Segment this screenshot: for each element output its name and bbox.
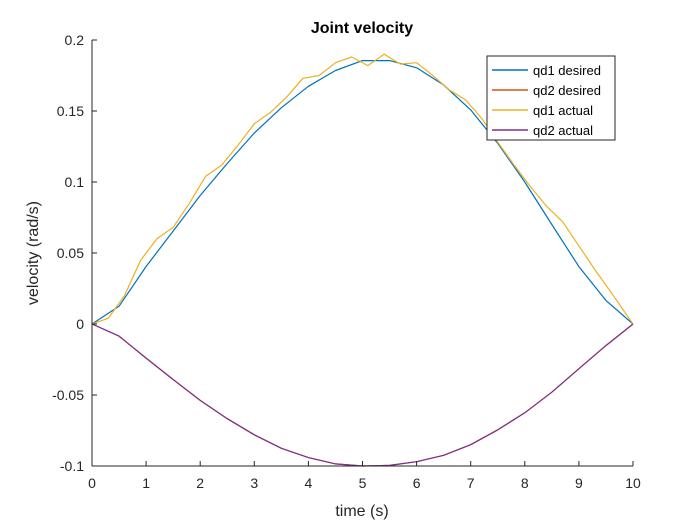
x-tick-label: 5 bbox=[359, 475, 367, 491]
y-tick-label: -0.1 bbox=[60, 458, 84, 474]
x-tick-label: 1 bbox=[142, 475, 150, 491]
legend-label: qd1 actual bbox=[533, 103, 593, 118]
x-tick-label: 3 bbox=[250, 475, 258, 491]
legend-items: qd1 desired qd2 desired qd1 actual qd2 actu… bbox=[492, 63, 601, 138]
x-tick-label: 7 bbox=[467, 475, 475, 491]
x-tick-label: 6 bbox=[413, 475, 421, 491]
x-tick-label: 9 bbox=[575, 475, 583, 491]
y-ticks: -0.1 -0.05 0 0.05 0.1 0.15 0.2 bbox=[52, 32, 97, 474]
legend: qd1 desired qd2 desired qd1 actual qd2 actu… bbox=[486, 55, 616, 141]
y-tick-label: 0.05 bbox=[57, 245, 84, 261]
y-tick-label: 0 bbox=[76, 316, 84, 332]
y-tick-label: 0.2 bbox=[65, 32, 85, 48]
legend-label: qd1 desired bbox=[533, 63, 601, 78]
legend-label: qd2 actual bbox=[533, 123, 593, 138]
x-tick-label: 2 bbox=[196, 475, 204, 491]
y-tick-label: 0.15 bbox=[57, 103, 84, 119]
y-tick-label: 0.1 bbox=[65, 174, 85, 190]
y-tick-label: -0.05 bbox=[52, 387, 84, 403]
chart-title: Joint velocity bbox=[311, 20, 413, 37]
x-tick-label: 10 bbox=[625, 475, 641, 491]
x-tick-label: 8 bbox=[521, 475, 529, 491]
legend-label: qd2 desired bbox=[533, 83, 601, 98]
x-tick-label: 4 bbox=[305, 475, 313, 491]
x-tick-label: 0 bbox=[88, 475, 96, 491]
series-line-qd1-actual bbox=[91, 53, 634, 325]
x-axis-label: time (s) bbox=[335, 503, 388, 520]
x-ticks: 0 1 2 3 4 5 6 7 8 9 10 bbox=[88, 461, 641, 491]
y-axis-label: velocity (rad/s) bbox=[25, 201, 42, 305]
series-line-qd1-desired bbox=[91, 59, 634, 325]
